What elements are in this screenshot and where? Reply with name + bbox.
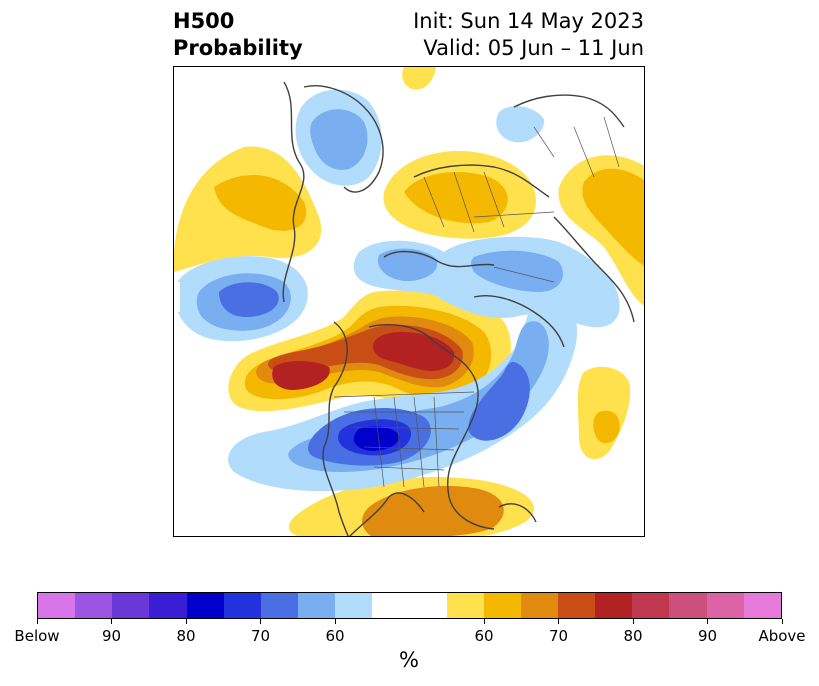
colorbar-tick bbox=[558, 619, 559, 624]
above-anomaly-russia bbox=[383, 151, 536, 239]
colorbar-segment bbox=[557, 593, 596, 618]
below-anomaly-pacific-west bbox=[174, 256, 308, 342]
above-anomaly-west-atlantic bbox=[174, 146, 322, 272]
colorbar-segment bbox=[186, 593, 224, 618]
borders bbox=[333, 116, 620, 488]
colorbar-tick bbox=[36, 619, 38, 624]
colorbar-segment bbox=[595, 593, 633, 618]
colorbar-tick-label: 80 bbox=[623, 627, 643, 645]
title-field: Probability bbox=[173, 36, 303, 60]
colorbar-tick bbox=[111, 619, 112, 624]
colorbar-segment bbox=[669, 593, 707, 618]
colorbar-segment bbox=[223, 593, 261, 618]
colorbar-segment bbox=[260, 593, 298, 618]
colorbar-segment bbox=[38, 593, 76, 618]
colorbar-tick-label: 70 bbox=[250, 627, 271, 645]
title-variable: H500 bbox=[173, 9, 235, 33]
map-canvas bbox=[174, 67, 644, 536]
colorbar-segment bbox=[483, 593, 521, 618]
colorbar-tick-label: 60 bbox=[325, 627, 345, 645]
below-anomaly-siberia bbox=[496, 106, 545, 143]
colorbar-tick-label: Above bbox=[758, 627, 806, 645]
colorbar-segment bbox=[335, 593, 373, 618]
colorbar-segment bbox=[520, 593, 558, 618]
colorbar-segment bbox=[297, 593, 336, 618]
above-anomaly-pacific bbox=[577, 366, 631, 460]
colorbar-segment bbox=[632, 593, 670, 618]
title-right: Init: Sun 14 May 2023 Valid: 05 Jun – 11… bbox=[413, 8, 644, 62]
colorbar-tick bbox=[185, 619, 187, 624]
colorbar-tick bbox=[781, 619, 783, 624]
colorbar-tick-label: 60 bbox=[474, 627, 494, 645]
title-left: H500 Probability bbox=[173, 8, 303, 62]
colorbar-segment bbox=[446, 593, 484, 618]
colorbar-unit-label: % bbox=[399, 648, 419, 672]
above-anomaly-east-asia bbox=[558, 155, 644, 306]
above-anomaly-south bbox=[288, 477, 535, 536]
colorbar-tick-label: 80 bbox=[176, 627, 196, 645]
colorbar-segment bbox=[75, 593, 113, 618]
colorbar-tick bbox=[632, 619, 634, 624]
colorbar-tick bbox=[260, 619, 261, 624]
colorbar-segment bbox=[149, 593, 187, 618]
coastlines bbox=[282, 81, 635, 536]
colorbar-tick bbox=[707, 619, 708, 624]
below-anomaly-north-america bbox=[228, 296, 578, 492]
colorbar-tick-label: 90 bbox=[101, 627, 122, 645]
above-anomaly-top bbox=[402, 67, 436, 90]
colorbar-segment bbox=[706, 593, 744, 618]
colorbar-tick bbox=[483, 619, 485, 624]
colorbar-tick-label: 70 bbox=[548, 627, 569, 645]
colorbar-tick bbox=[334, 619, 336, 624]
below-anomaly-greenland bbox=[295, 89, 382, 186]
init-date: Init: Sun 14 May 2023 bbox=[413, 9, 644, 33]
colorbar-segment bbox=[409, 593, 447, 618]
colorbar-segment bbox=[112, 593, 150, 618]
colorbar-tick-label: Below bbox=[14, 627, 60, 645]
colorbar-segment bbox=[372, 593, 410, 618]
colorbar-segment bbox=[743, 593, 781, 618]
above-anomaly-arctic bbox=[228, 290, 511, 412]
probability-map bbox=[173, 66, 645, 537]
map-gap bbox=[174, 282, 180, 312]
colorbar-tick-label: 90 bbox=[697, 627, 718, 645]
colorbar bbox=[37, 592, 782, 619]
valid-range: Valid: 05 Jun – 11 Jun bbox=[423, 36, 644, 60]
